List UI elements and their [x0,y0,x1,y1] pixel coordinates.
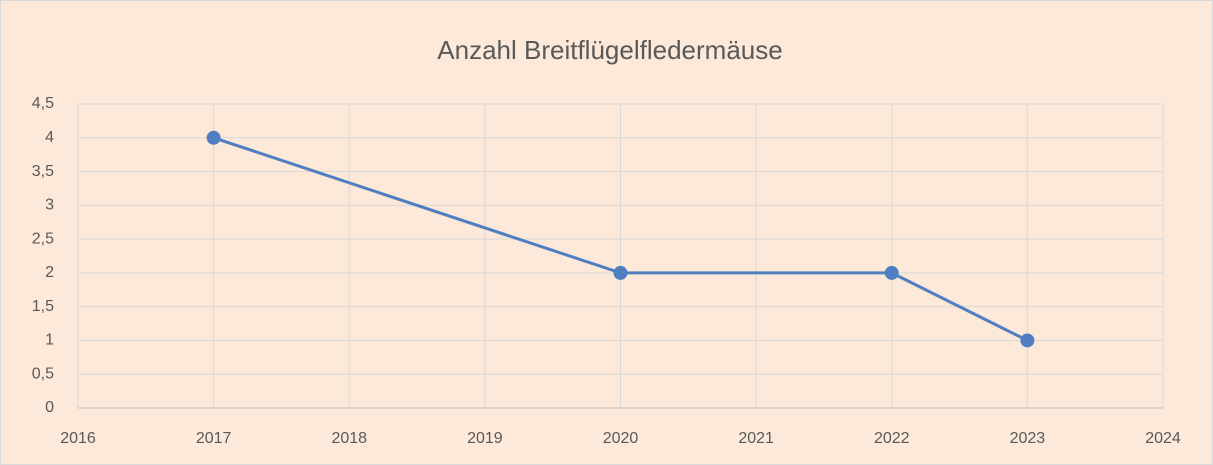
x-tick-label: 2018 [331,430,367,447]
y-tick-label: 1 [45,332,54,349]
y-tick-label: 0 [45,399,54,416]
data-point [1020,333,1035,348]
chart-title: Anzahl Breitflügelfledermäuse [437,35,782,65]
y-tick-label: 3,5 [32,163,54,180]
data-point [884,265,899,280]
y-tick-label: 0,5 [32,365,54,382]
y-tick-label: 2 [45,264,54,281]
x-tick-label: 2021 [738,430,774,447]
data-point [206,130,221,145]
x-tick-label: 2023 [1010,430,1046,447]
x-tick-label: 2022 [874,430,910,447]
x-tick-label: 2019 [467,430,503,447]
x-tick-label: 2020 [603,430,639,447]
y-tick-label: 2,5 [32,230,54,247]
y-tick-label: 1,5 [32,298,54,315]
y-tick-label: 4,5 [32,95,54,112]
data-line [213,136,1029,342]
y-tick-label: 4 [45,129,54,146]
x-tick-label: 2016 [60,430,96,447]
x-tick-label: 2017 [196,430,232,447]
x-tick-label: 2024 [1145,430,1181,447]
data-point [613,265,628,280]
y-tick-label: 3 [45,197,54,214]
